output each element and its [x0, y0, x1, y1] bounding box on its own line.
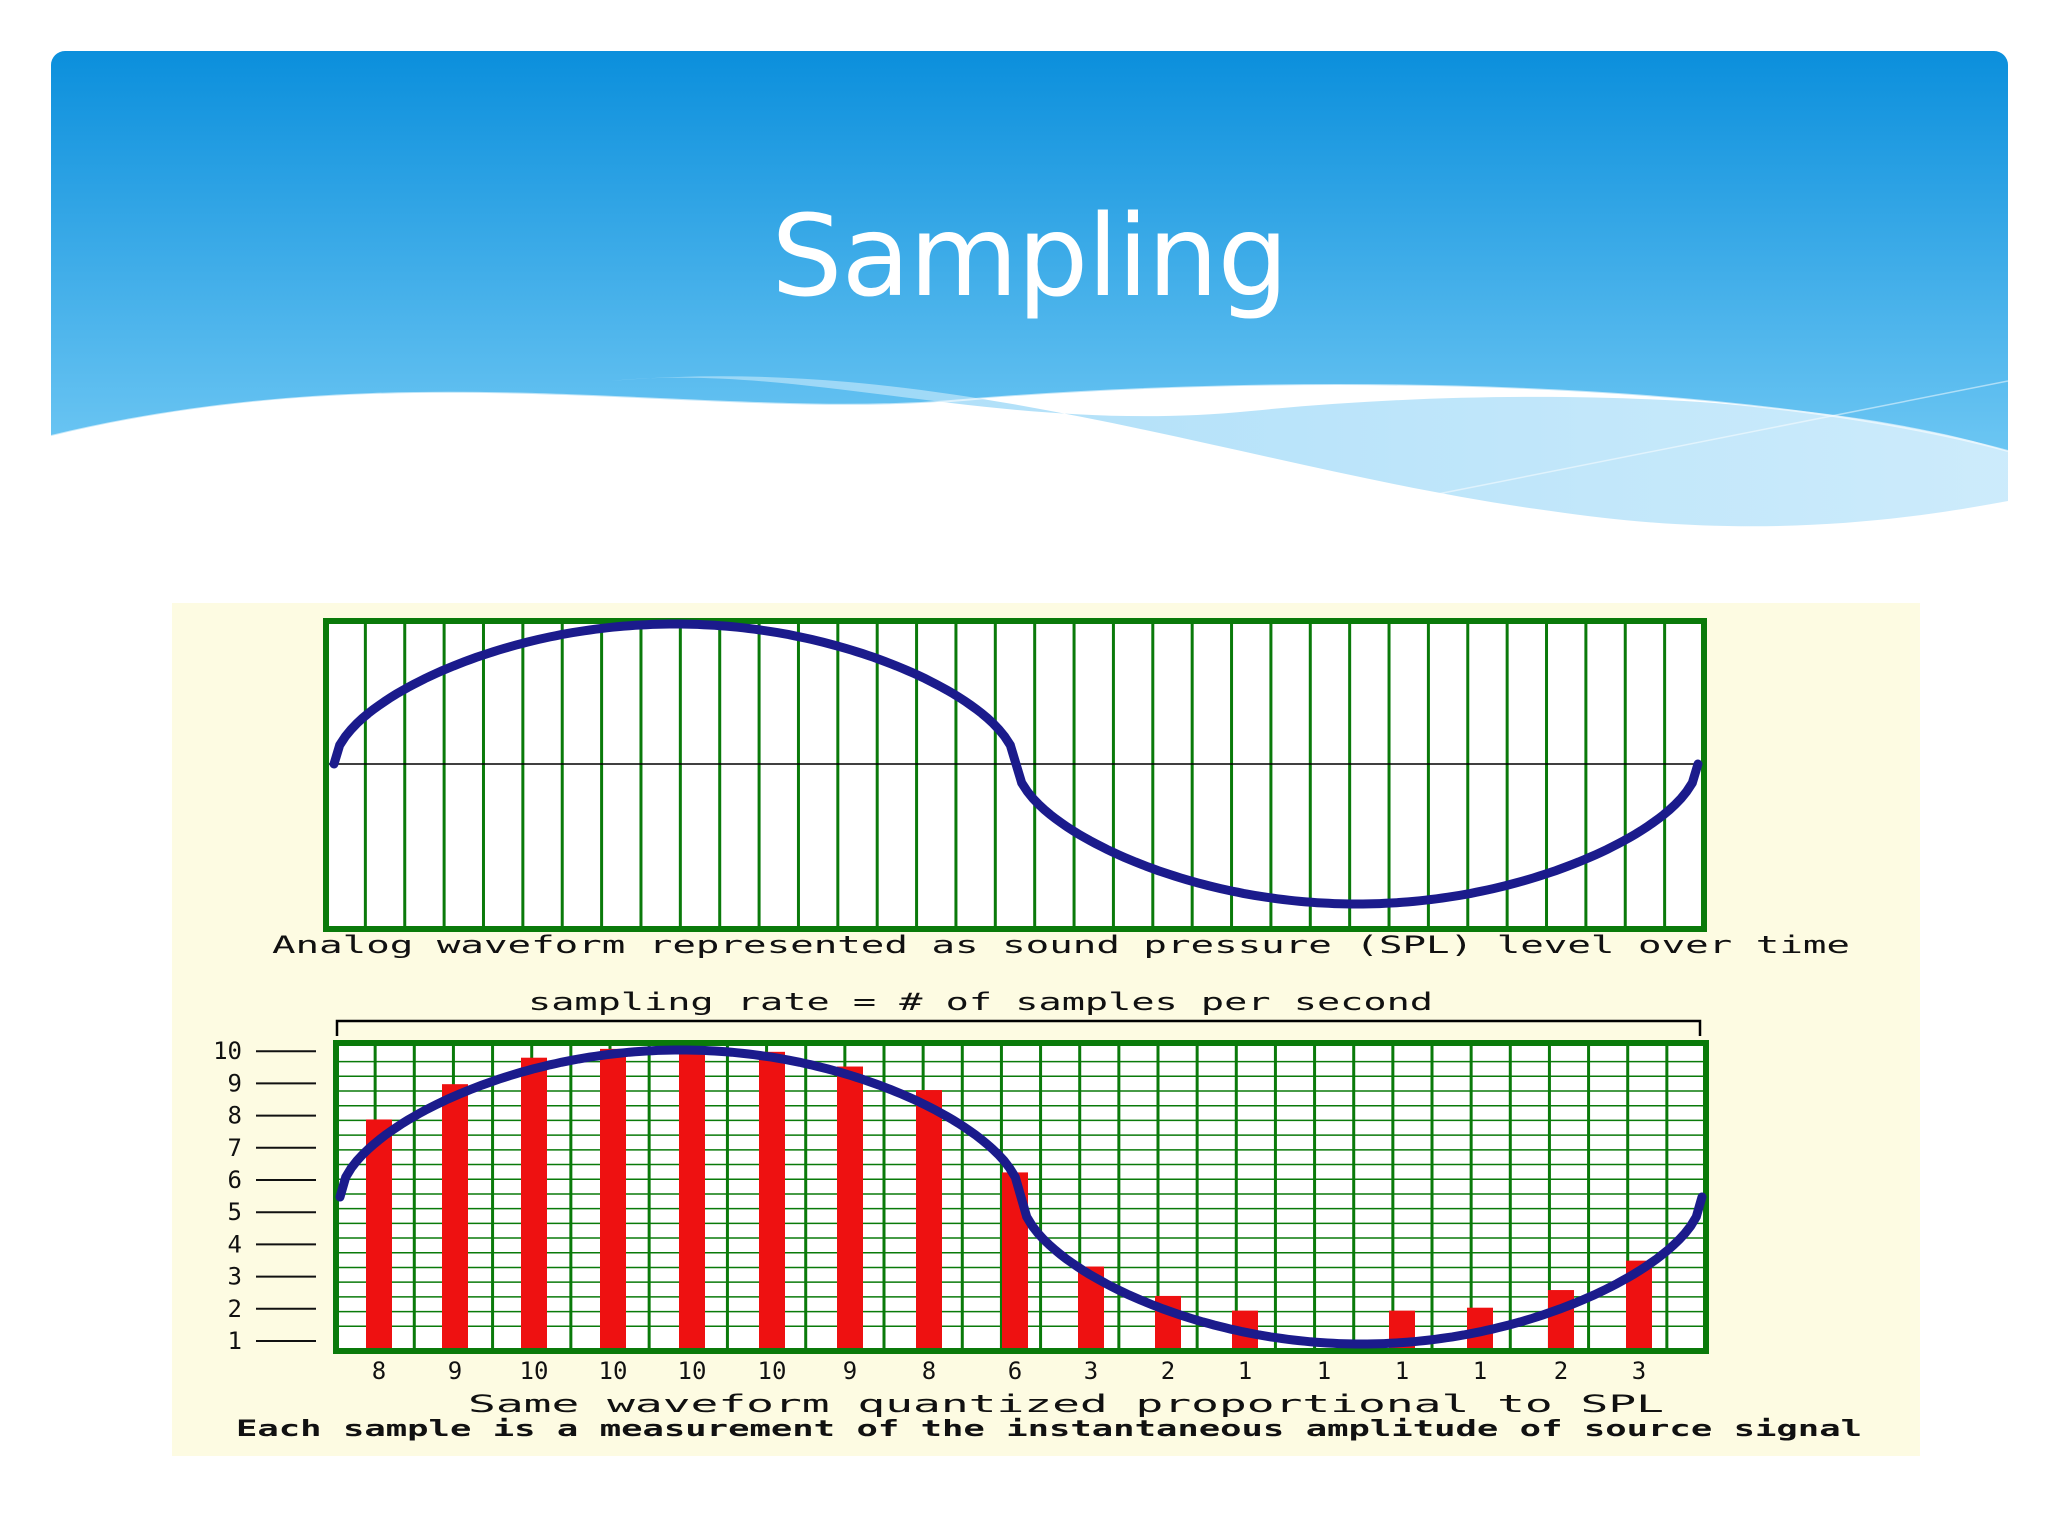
level-label: 8 — [228, 1102, 242, 1130]
level-label: 4 — [228, 1230, 242, 1258]
sample-value-label: 8 — [372, 1357, 386, 1385]
sample-bar — [679, 1048, 705, 1348]
slide-title: Sampling — [771, 192, 1288, 322]
level-label: 7 — [228, 1134, 242, 1162]
sample-value-label: 2 — [1554, 1357, 1568, 1385]
slide-header-banner: Sampling — [51, 51, 2008, 571]
sample-value-label: 6 — [1008, 1357, 1022, 1385]
sample-bar — [442, 1084, 468, 1348]
quantized-waveform-curve — [335, 1045, 1707, 1349]
sample-definition-footnote: Each sample is a measurement of the inst… — [236, 1417, 1862, 1442]
sample-value-label: 9 — [843, 1357, 857, 1385]
level-label: 2 — [228, 1295, 242, 1323]
sample-value-label: 3 — [1084, 1357, 1098, 1385]
sample-bar — [837, 1066, 863, 1348]
sampling-rate-label: sampling rate = # of samples per second — [528, 988, 1433, 1016]
sample-value-label: 1 — [1473, 1357, 1487, 1385]
sample-bar — [1548, 1290, 1574, 1348]
sample-bar — [916, 1090, 942, 1348]
sample-value-label: 1 — [1238, 1357, 1252, 1385]
sample-value-label: 9 — [448, 1357, 462, 1385]
sample-bar — [600, 1048, 626, 1348]
sample-value-label: 3 — [1632, 1357, 1646, 1385]
analog-panel-frame — [323, 618, 1707, 932]
level-axis: 1 2 3 4 5 6 7 8 9 10 — [213, 1037, 316, 1355]
sample-bar — [366, 1119, 392, 1348]
level-label: 9 — [228, 1069, 242, 1097]
sample-value-label: 1 — [1317, 1357, 1331, 1385]
sample-value-label: 10 — [678, 1357, 707, 1385]
analog-panel-grid — [363, 621, 1667, 929]
sampling-diagram-svg: Analog waveform represented as sound pre… — [213, 618, 1862, 1442]
sample-value-label: 10 — [599, 1357, 628, 1385]
quantized-waveform-panel — [333, 1040, 1709, 1354]
sample-bar — [759, 1051, 785, 1348]
sampling-rate-bracket — [335, 1019, 1702, 1036]
quantized-waveform-caption: Same waveform quantized proportional to … — [468, 1390, 1664, 1418]
quantized-panel-time-grid — [373, 1043, 1669, 1351]
analog-waveform-panel — [323, 618, 1707, 932]
header-wave-background — [51, 51, 2008, 532]
sample-value-label: 2 — [1161, 1357, 1175, 1385]
sample-value-labels: 8 9 10 10 10 10 9 8 6 3 2 1 1 1 1 2 3 — [372, 1357, 1646, 1385]
analog-waveform-caption: Analog waveform represented as sound pre… — [272, 931, 1850, 959]
level-label: 6 — [228, 1166, 242, 1194]
analog-waveform-curve — [329, 619, 1703, 909]
sampling-diagram: Analog waveform represented as sound pre… — [172, 603, 1920, 1456]
sample-value-label: 10 — [758, 1357, 787, 1385]
sample-value-label: 10 — [520, 1357, 549, 1385]
level-label: 1 — [228, 1327, 242, 1355]
level-label: 3 — [228, 1263, 242, 1291]
sample-bar — [521, 1057, 547, 1348]
sample-value-label: 1 — [1395, 1357, 1409, 1385]
level-label: 5 — [228, 1198, 242, 1226]
level-label: 10 — [213, 1037, 242, 1065]
sample-value-label: 8 — [922, 1357, 936, 1385]
